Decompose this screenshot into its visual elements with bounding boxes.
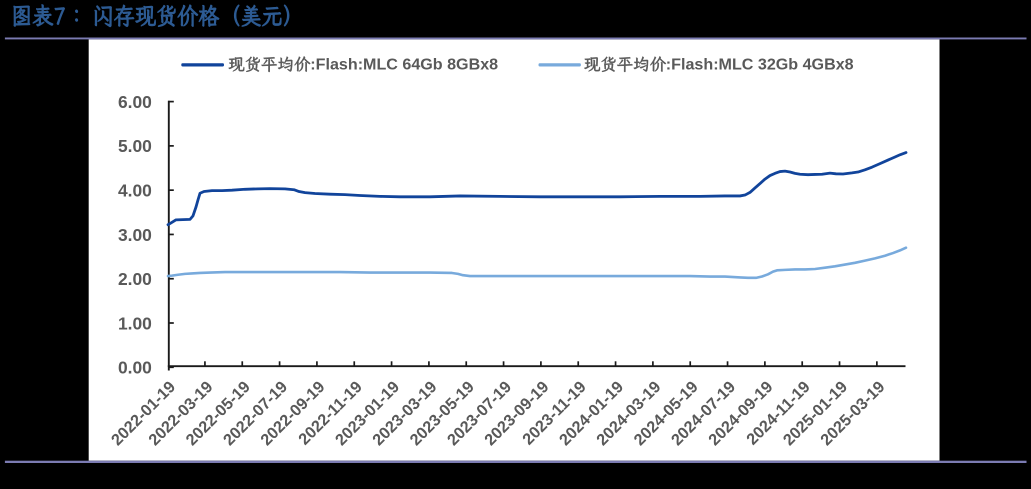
svg-text:2.00: 2.00 [118, 269, 152, 289]
svg-text::Flash:MLC 64Gb 8GBx8: :Flash:MLC 64Gb 8GBx8 [310, 55, 498, 73]
svg-text:4.00: 4.00 [118, 181, 152, 201]
svg-text:5.00: 5.00 [118, 136, 152, 156]
svg-text:3.00: 3.00 [118, 225, 152, 245]
svg-text::Flash:MLC 32Gb 4GBx8: :Flash:MLC 32Gb 4GBx8 [666, 55, 854, 73]
svg-text:6.00: 6.00 [118, 92, 152, 112]
svg-text:1.00: 1.00 [118, 313, 152, 333]
svg-text:0.00: 0.00 [118, 358, 152, 378]
